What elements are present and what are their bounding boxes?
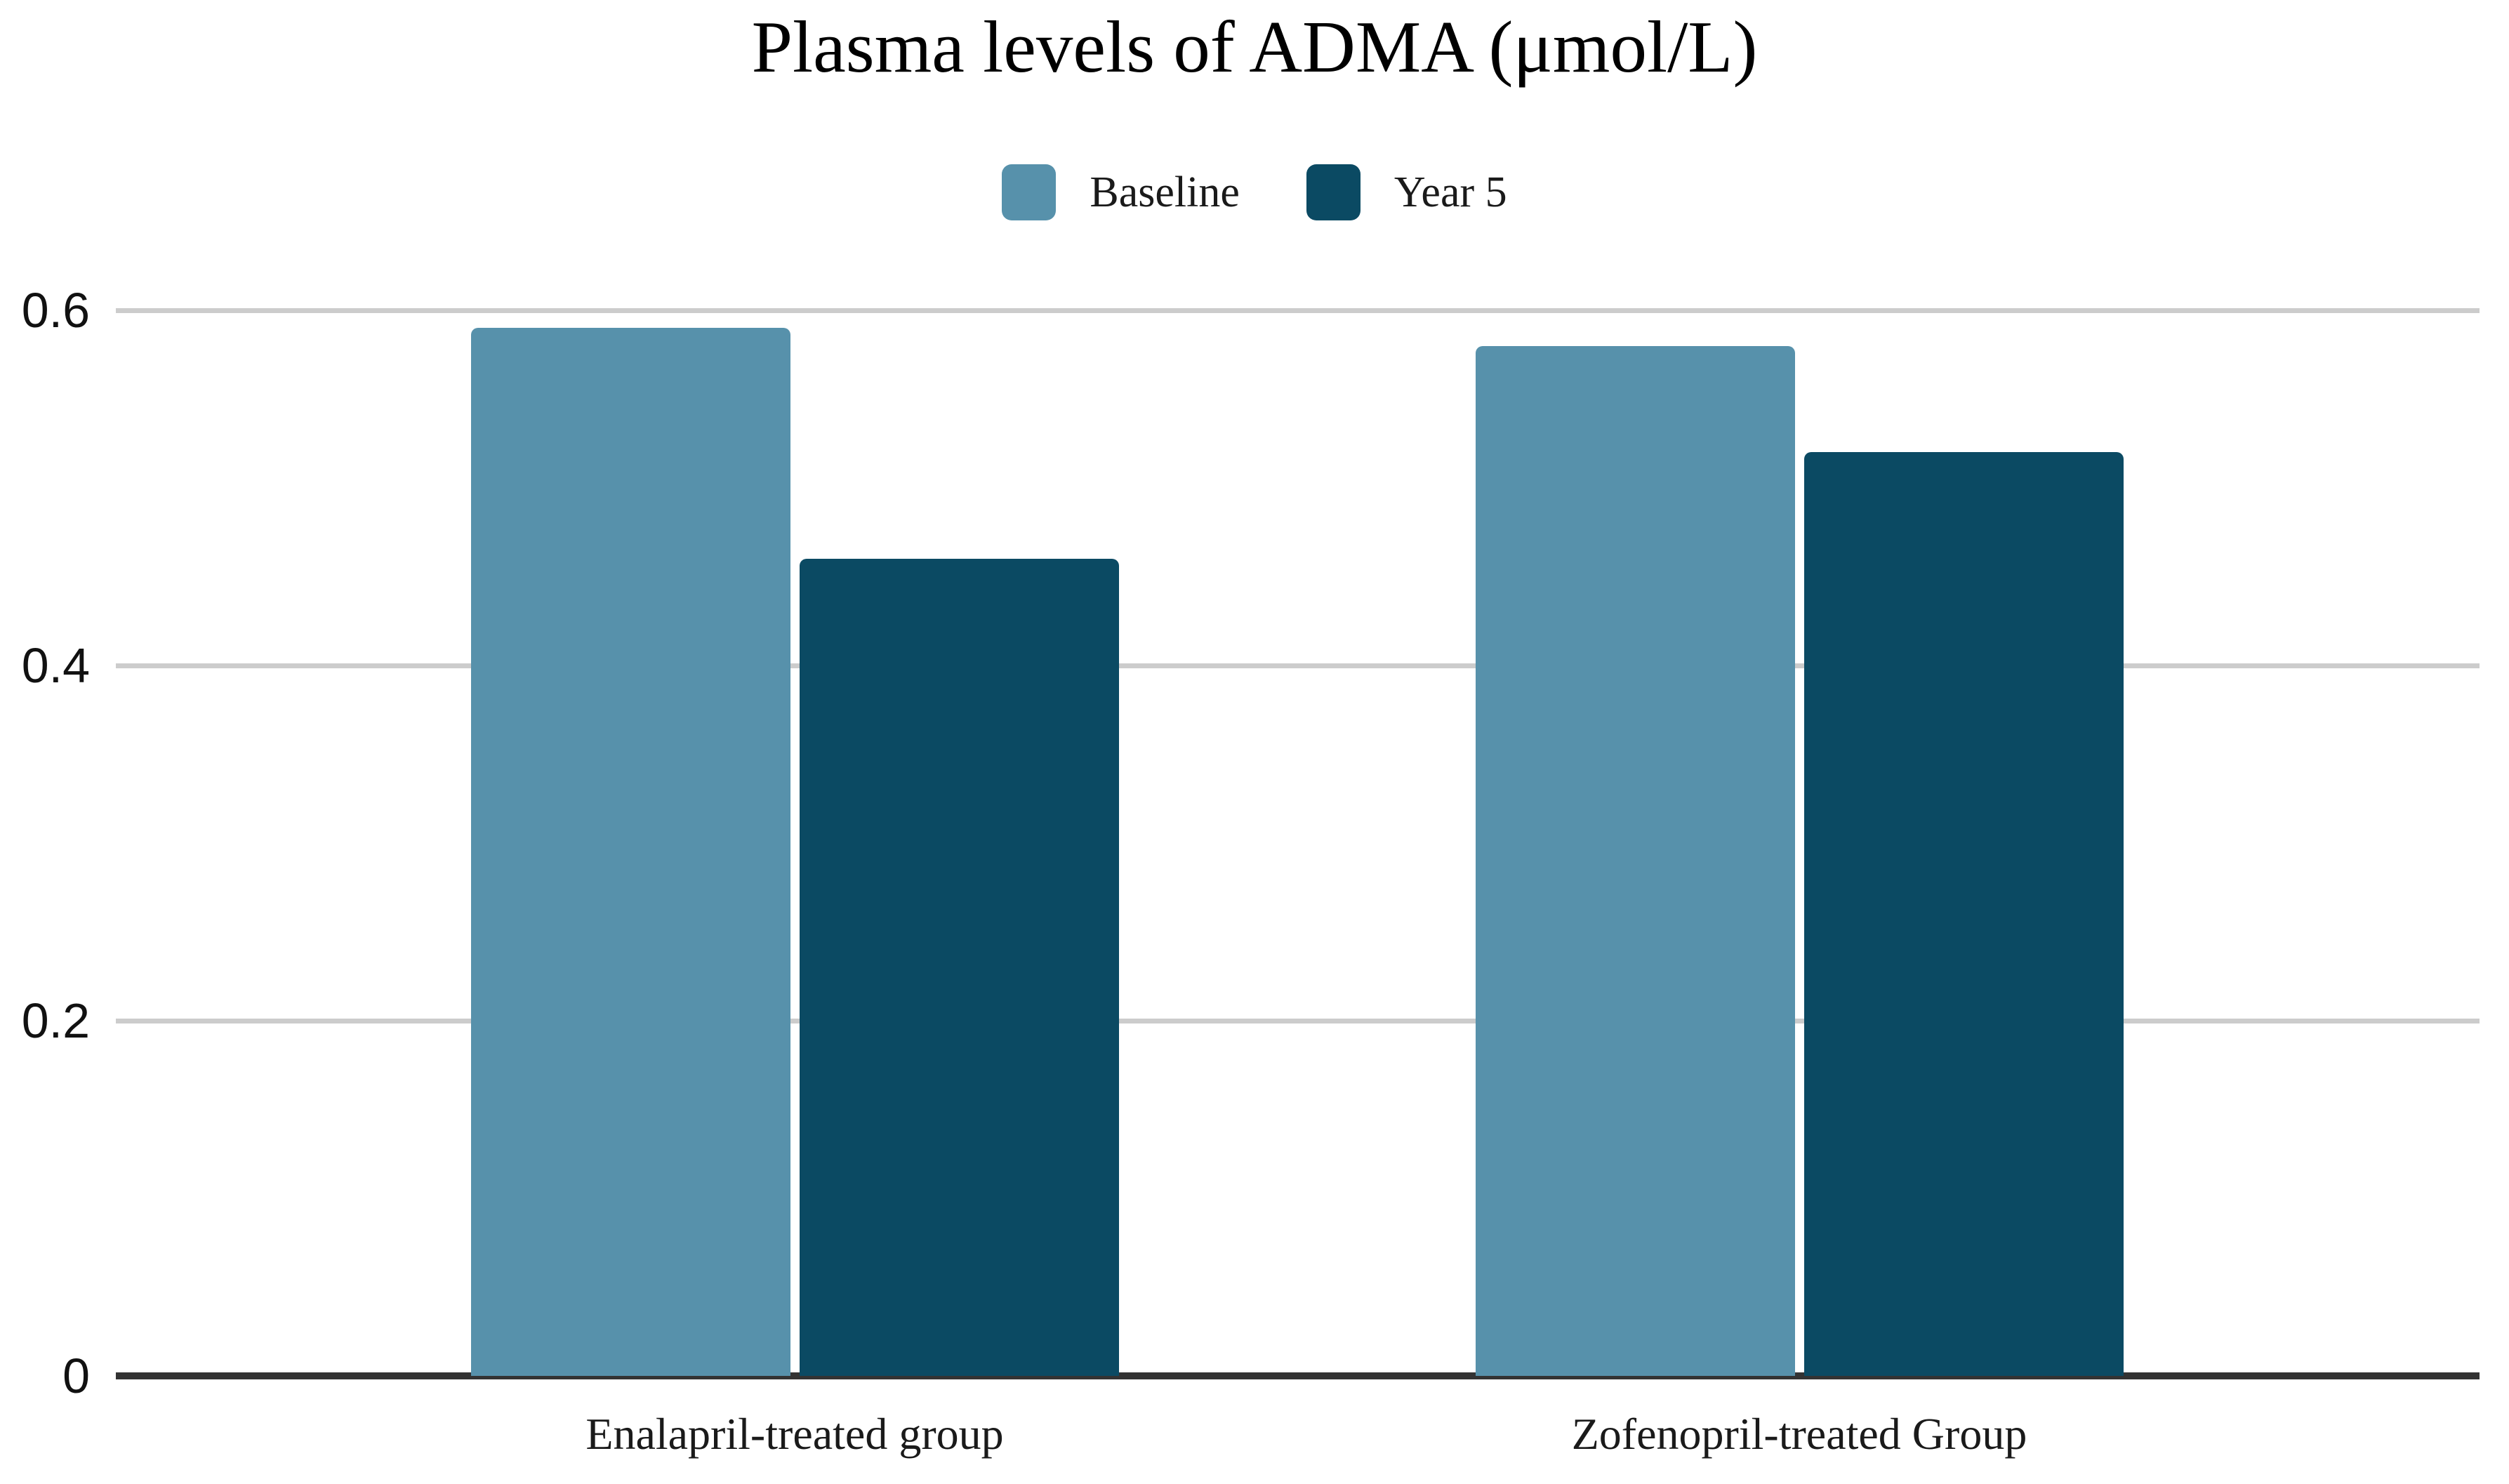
y-tick-label-0: 0 [62, 1349, 90, 1403]
chart-legend: Baseline Year 5 [0, 160, 2509, 225]
y-tick-label-0.4: 0.4 [21, 638, 90, 693]
gridline-0.6 [116, 307, 2480, 313]
x-category-label-enalapril-treated-group: Enalapril-treated group [585, 1409, 1004, 1459]
y-tick-label-0.2: 0.2 [21, 993, 90, 1048]
legend-swatch-baseline [1002, 164, 1057, 220]
gridline-0.2 [116, 1018, 2480, 1023]
legend-label: Year 5 [1393, 168, 1507, 216]
y-tick-label-0.6: 0.6 [21, 283, 90, 338]
x-category-label-zofenopril-treated-group: Zofenopril-treated Group [1571, 1409, 2027, 1459]
bar-year-5-enalapril-treated-group[interactable] [799, 559, 1119, 1376]
bar-baseline-enalapril-treated-group[interactable] [470, 328, 790, 1376]
legend-label: Baseline [1090, 168, 1240, 216]
bar-baseline-zofenopril-treated-group[interactable] [1475, 345, 1795, 1376]
gridline-0.4 [116, 663, 2480, 668]
x-axis-line [116, 1372, 2480, 1379]
legend-item-year-5[interactable]: Year 5 [1306, 164, 1507, 220]
legend-item-baseline[interactable]: Baseline [1002, 164, 1240, 220]
chart-title: Plasma levels of ADMA (μmol/L) [751, 6, 1758, 88]
legend-swatch-year-5 [1306, 164, 1361, 220]
bar-year-5-zofenopril-treated-group[interactable] [1803, 452, 2124, 1376]
